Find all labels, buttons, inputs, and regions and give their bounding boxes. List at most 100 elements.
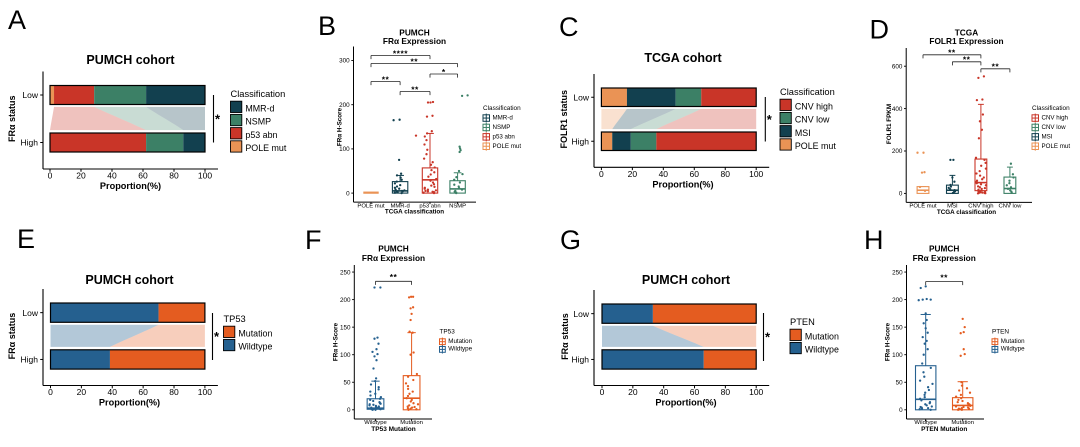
svg-text:Classification: Classification: [780, 87, 835, 97]
svg-text:60: 60: [138, 387, 148, 397]
svg-text:0: 0: [48, 387, 53, 397]
svg-text:40: 40: [107, 171, 117, 181]
svg-text:Classification: Classification: [483, 105, 521, 112]
svg-text:NSMP: NSMP: [245, 117, 271, 127]
svg-text:High: High: [572, 355, 590, 365]
svg-text:Proportion(%): Proportion(%): [100, 181, 161, 191]
svg-text:FOLR1 Expression: FOLR1 Expression: [929, 36, 1003, 46]
svg-text:*: *: [442, 67, 446, 77]
svg-text:PTEN Mutation: PTEN Mutation: [921, 426, 967, 433]
svg-text:PUMCH: PUMCH: [929, 244, 959, 254]
svg-text:50: 50: [343, 379, 351, 386]
svg-text:FRα Expression: FRα Expression: [383, 36, 446, 46]
svg-text:Proportion(%): Proportion(%): [652, 179, 713, 189]
svg-text:100: 100: [749, 387, 763, 397]
svg-text:0: 0: [899, 191, 903, 198]
svg-text:Wildtype: Wildtype: [805, 345, 839, 355]
svg-text:NSMP: NSMP: [449, 203, 466, 209]
svg-text:CNV low: CNV low: [998, 203, 1022, 209]
svg-text:40: 40: [659, 169, 669, 179]
svg-text:MSI: MSI: [947, 203, 958, 209]
svg-text:PTEN: PTEN: [790, 317, 815, 327]
svg-text:20: 20: [628, 387, 638, 397]
svg-text:60: 60: [690, 387, 700, 397]
svg-text:MMR-d: MMR-d: [493, 115, 514, 122]
svg-text:CNV low: CNV low: [1042, 124, 1067, 131]
svg-text:Low: Low: [573, 92, 589, 102]
svg-text:FRα H-Score: FRα H-Score: [885, 322, 892, 361]
svg-text:100: 100: [339, 146, 350, 153]
svg-text:Mutation: Mutation: [448, 338, 472, 345]
svg-text:Mutation: Mutation: [805, 332, 839, 342]
svg-text:100: 100: [340, 352, 351, 359]
svg-text:FRα status: FRα status: [7, 95, 17, 142]
svg-text:H: H: [864, 225, 884, 255]
svg-text:250: 250: [340, 269, 351, 276]
svg-text:200: 200: [339, 102, 350, 109]
svg-text:TP53: TP53: [224, 314, 246, 324]
svg-text:250: 250: [892, 269, 903, 276]
svg-text:Wildtype: Wildtype: [448, 346, 472, 353]
svg-text:TCGA classification: TCGA classification: [937, 209, 996, 216]
svg-text:POLE mut: POLE mut: [245, 143, 286, 153]
svg-text:*: *: [765, 330, 771, 345]
svg-text:Classification: Classification: [231, 89, 286, 99]
svg-text:100: 100: [198, 171, 212, 181]
svg-text:150: 150: [340, 324, 351, 331]
svg-text:B: B: [318, 11, 336, 41]
svg-text:High: High: [21, 138, 39, 148]
svg-text:MMR-d: MMR-d: [245, 104, 274, 114]
svg-text:Mutation: Mutation: [238, 329, 272, 339]
svg-text:0: 0: [600, 387, 605, 397]
svg-text:C: C: [559, 12, 579, 42]
svg-text:80: 80: [721, 387, 731, 397]
svg-text:TCGA: TCGA: [955, 27, 979, 37]
svg-text:POLE mut: POLE mut: [909, 203, 937, 209]
svg-text:CNV high: CNV high: [968, 203, 993, 209]
svg-text:20: 20: [77, 387, 87, 397]
svg-text:TP53 Mutation: TP53 Mutation: [371, 426, 415, 433]
svg-text:FRα Expression: FRα Expression: [913, 253, 976, 263]
svg-text:100: 100: [198, 387, 212, 397]
svg-text:CNV high: CNV high: [1042, 115, 1069, 122]
svg-text:CNV low: CNV low: [795, 115, 830, 125]
svg-text:**: **: [410, 56, 418, 66]
svg-text:PUMCH cohort: PUMCH cohort: [85, 273, 174, 287]
svg-text:FRα H-Score: FRα H-Score: [333, 322, 340, 361]
svg-text:High: High: [21, 355, 39, 365]
svg-text:TCGA cohort: TCGA cohort: [644, 51, 722, 65]
svg-text:**: **: [992, 62, 1000, 72]
svg-text:**: **: [940, 272, 948, 282]
svg-text:*: *: [215, 111, 221, 126]
svg-text:Proportion(%): Proportion(%): [99, 398, 160, 408]
svg-text:300: 300: [339, 58, 350, 65]
svg-text:POLE mut: POLE mut: [1042, 143, 1071, 150]
svg-text:**: **: [963, 55, 971, 65]
svg-text:PTEN: PTEN: [992, 329, 1009, 336]
svg-text:MSI: MSI: [1042, 133, 1053, 140]
svg-text:Mutation: Mutation: [400, 420, 423, 426]
svg-text:E: E: [17, 224, 35, 254]
svg-text:FRα status: FRα status: [560, 313, 570, 360]
svg-text:PUMCH: PUMCH: [378, 244, 408, 254]
svg-text:FRα Expression: FRα Expression: [362, 253, 425, 263]
svg-text:POLE mut: POLE mut: [357, 203, 385, 209]
svg-text:0: 0: [899, 407, 903, 414]
svg-text:p53 abn: p53 abn: [245, 130, 277, 140]
svg-text:60: 60: [690, 169, 700, 179]
svg-text:**: **: [411, 84, 419, 94]
svg-text:CNV high: CNV high: [795, 102, 833, 112]
svg-text:40: 40: [659, 387, 669, 397]
svg-text:100: 100: [749, 169, 763, 179]
svg-text:40: 40: [108, 387, 118, 397]
svg-text:200: 200: [340, 297, 351, 304]
svg-text:200: 200: [892, 297, 903, 304]
svg-text:p53 abn: p53 abn: [419, 203, 440, 209]
svg-text:*: *: [767, 112, 773, 127]
svg-text:*: *: [214, 329, 220, 344]
svg-text:100: 100: [892, 352, 903, 359]
svg-text:MSI: MSI: [795, 128, 811, 138]
svg-text:Wildtype: Wildtype: [1001, 346, 1025, 353]
svg-text:FRα H-Score: FRα H-Score: [337, 107, 344, 146]
svg-text:Wildtype: Wildtype: [238, 342, 272, 352]
